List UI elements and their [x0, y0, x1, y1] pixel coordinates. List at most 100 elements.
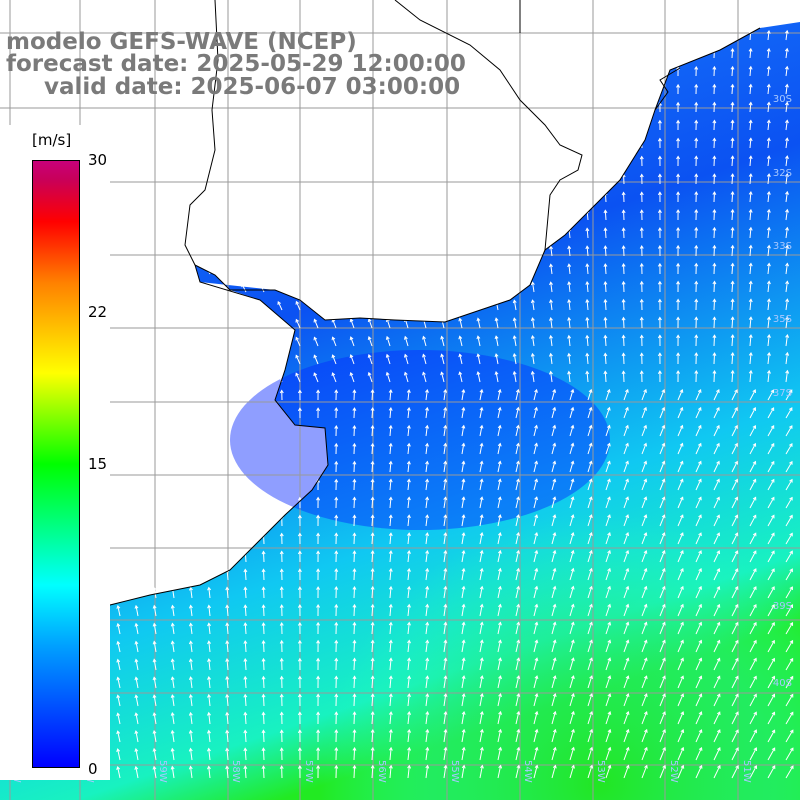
- wind-arrow-head: [625, 657, 630, 662]
- wind-arrow-head: [680, 567, 684, 572]
- wind-arrow-head: [752, 496, 757, 501]
- wind-arrow-head: [712, 298, 717, 303]
- wind-arrow: [767, 191, 770, 203]
- wind-arrow-head: [661, 442, 666, 447]
- wind-arrow: [569, 693, 575, 707]
- wind-arrow-head: [567, 334, 572, 339]
- wind-arrow: [677, 407, 683, 419]
- wind-arrow: [749, 299, 752, 311]
- wind-arrow-head: [425, 424, 429, 429]
- wind-arrow-head: [766, 334, 771, 338]
- wind-arrow: [533, 497, 538, 509]
- wind-arrow: [749, 174, 752, 185]
- wind-arrow-head: [694, 155, 699, 160]
- wind-arrow-head: [279, 693, 284, 698]
- wind-arrow: [622, 317, 625, 329]
- lat-label: 40S: [773, 678, 792, 689]
- wind-arrow-head: [388, 567, 393, 572]
- wind-arrow-head: [370, 657, 375, 662]
- wind-arrow: [532, 300, 535, 311]
- wind-arrow-head: [585, 245, 590, 250]
- wind-arrow-head: [367, 336, 372, 340]
- wind-arrow-head: [207, 711, 211, 716]
- wind-arrow: [641, 604, 647, 617]
- wind-arrow: [785, 765, 794, 779]
- wind-arrow: [371, 640, 374, 653]
- wind-arrow: [515, 711, 520, 725]
- wind-arrow-head: [530, 352, 535, 357]
- wind-arrow-head: [388, 442, 393, 447]
- wind-arrow: [749, 66, 752, 77]
- wind-arrow-head: [588, 388, 593, 393]
- wind-arrow-head: [585, 370, 590, 375]
- wind-arrow-head: [784, 83, 789, 88]
- wind-arrow: [407, 407, 410, 419]
- wind-arrow-head: [694, 137, 699, 142]
- wind-arrow: [749, 586, 757, 599]
- wind-arrow: [622, 371, 625, 383]
- wind-arrow-head: [134, 676, 139, 681]
- wind-arrow-head: [548, 370, 553, 375]
- wind-arrow: [749, 227, 752, 239]
- wind-arrow-head: [243, 747, 248, 752]
- wind-arrow-head: [662, 621, 666, 626]
- wind-arrow-head: [625, 764, 630, 769]
- wind-arrow-head: [334, 603, 339, 608]
- wind-arrow-head: [585, 281, 590, 285]
- wind-arrow: [605, 765, 611, 779]
- wind-arrow: [659, 532, 665, 545]
- wind-arrow-head: [676, 191, 681, 196]
- wind-arrow: [532, 282, 535, 293]
- wind-arrow: [189, 766, 193, 779]
- wind-arrow-head: [607, 764, 612, 769]
- wind-arrow: [479, 443, 483, 455]
- wind-arrow-head: [515, 442, 520, 447]
- wind-arrow-head: [676, 209, 681, 213]
- wind-arrow-head: [785, 369, 790, 374]
- wind-arrow: [407, 389, 410, 401]
- wind-arrow-head: [297, 496, 302, 501]
- wind-arrow-head: [570, 514, 575, 519]
- wind-arrow-head: [261, 747, 266, 752]
- wind-arrow-head: [790, 765, 794, 770]
- wind-arrow: [479, 747, 483, 761]
- wind-arrow-head: [766, 101, 771, 106]
- wind-arrow: [749, 765, 757, 779]
- wind-arrow: [368, 318, 373, 329]
- wind-arrow: [713, 461, 720, 473]
- wind-arrow-head: [512, 335, 517, 340]
- wind-arrow-head: [789, 711, 794, 716]
- wind-arrow-head: [712, 137, 717, 142]
- wind-arrow: [695, 425, 702, 437]
- wind-arrow-head: [748, 262, 753, 267]
- wind-arrow: [533, 675, 538, 689]
- wind-arrow: [677, 622, 684, 635]
- wind-arrow: [695, 711, 702, 725]
- wind-arrow-head: [753, 657, 757, 662]
- wind-arrow-head: [770, 478, 775, 483]
- wind-arrow: [749, 120, 752, 131]
- wind-arrow: [171, 623, 175, 635]
- wind-arrow-head: [785, 280, 790, 285]
- wind-arrow-head: [461, 424, 466, 429]
- wind-arrow: [623, 675, 629, 689]
- wind-arrow: [422, 318, 427, 329]
- wind-arrow: [749, 209, 752, 221]
- wind-arrow-head: [406, 478, 411, 483]
- wind-arrow: [422, 372, 427, 383]
- wind-arrow-head: [425, 657, 430, 662]
- wind-arrow: [785, 586, 793, 599]
- wind-arrow-head: [152, 586, 157, 591]
- wind-arrow: [551, 747, 556, 761]
- wind-arrow: [767, 497, 775, 509]
- wind-arrow-head: [603, 316, 608, 321]
- wind-arrow: [389, 747, 392, 761]
- wind-arrow: [767, 443, 775, 455]
- wind-arrow: [190, 623, 193, 635]
- wind-arrow: [623, 461, 629, 473]
- wind-arrow: [389, 640, 392, 653]
- wind-arrow: [785, 712, 794, 725]
- wind-arrow: [785, 370, 788, 383]
- wind-arrow-head: [352, 729, 357, 733]
